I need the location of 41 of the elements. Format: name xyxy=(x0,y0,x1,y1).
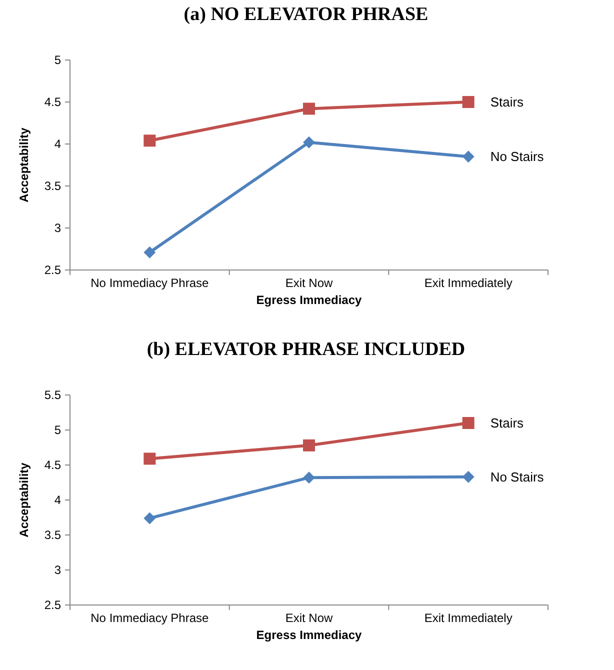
chart-title: (b) ELEVATOR PHRASE INCLUDED xyxy=(146,339,466,360)
point xyxy=(144,512,156,524)
point xyxy=(462,96,474,108)
point xyxy=(303,102,315,115)
y-tick-label: 2.5 xyxy=(44,598,62,612)
y-tick-label: 4 xyxy=(54,493,62,508)
point xyxy=(462,150,474,163)
point xyxy=(144,452,156,465)
series-label: Stairs xyxy=(490,416,524,431)
y-tick-label: 4 xyxy=(54,137,62,152)
point xyxy=(144,246,156,258)
y-tick-label: 3.5 xyxy=(44,528,62,542)
y-tick-label: 3.5 xyxy=(44,179,62,194)
y-tick-label: 4.5 xyxy=(44,458,62,472)
x-tick-label: Exit Now xyxy=(285,611,334,625)
point xyxy=(462,470,474,483)
y-axis-title: Acceptability xyxy=(17,127,31,202)
series-label: No Stairs xyxy=(490,469,544,484)
y-axis-title: Acceptability xyxy=(17,462,31,538)
x-axis-title: Egress Immediacy xyxy=(256,293,362,307)
x-tick-label: No Immediacy Phrase xyxy=(90,276,210,290)
x-tick-label: No Immediacy Phrase xyxy=(90,611,210,625)
y-tick-label: 3 xyxy=(54,563,62,578)
y-tick-label: 3 xyxy=(54,221,62,236)
y-tick-label: 4.5 xyxy=(44,95,62,110)
y-tick-label: 5 xyxy=(54,423,62,438)
point xyxy=(303,439,315,452)
series-label: Stairs xyxy=(490,94,524,110)
x-tick-label: Exit Now xyxy=(285,276,334,290)
point xyxy=(462,417,474,429)
x-axis-title: Egress Immediacy xyxy=(256,628,362,642)
series-label: No Stairs xyxy=(490,149,544,164)
y-tick-label: 5.5 xyxy=(44,388,62,402)
x-tick-label: Exit Immediately xyxy=(424,611,512,625)
point xyxy=(144,134,156,147)
x-tick-label: Exit Immediately xyxy=(424,276,512,290)
point xyxy=(303,136,315,148)
y-tick-label: 5 xyxy=(54,53,62,68)
chart-title: (a) NO ELEVATOR PHRASE xyxy=(184,4,428,25)
point xyxy=(303,472,315,484)
y-tick-label: 2.5 xyxy=(44,263,62,278)
